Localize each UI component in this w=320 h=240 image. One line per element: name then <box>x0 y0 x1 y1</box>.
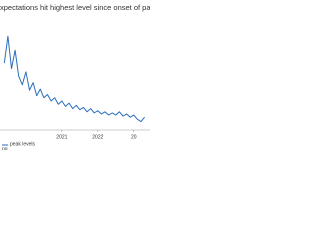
page: xpectations hit highest level since onse… <box>0 2 150 150</box>
chart: xpectations hit highest level since onse… <box>0 3 150 150</box>
x-tick-label: 20 <box>131 134 137 140</box>
chart-title: xpectations hit highest level since onse… <box>0 3 150 12</box>
annotation: ng <box>2 146 8 150</box>
x-tick-label: 2022 <box>92 134 103 140</box>
x-tick-label: 2021 <box>56 134 67 140</box>
annotation: peak levels <box>10 141 36 147</box>
line <box>3 35 145 123</box>
